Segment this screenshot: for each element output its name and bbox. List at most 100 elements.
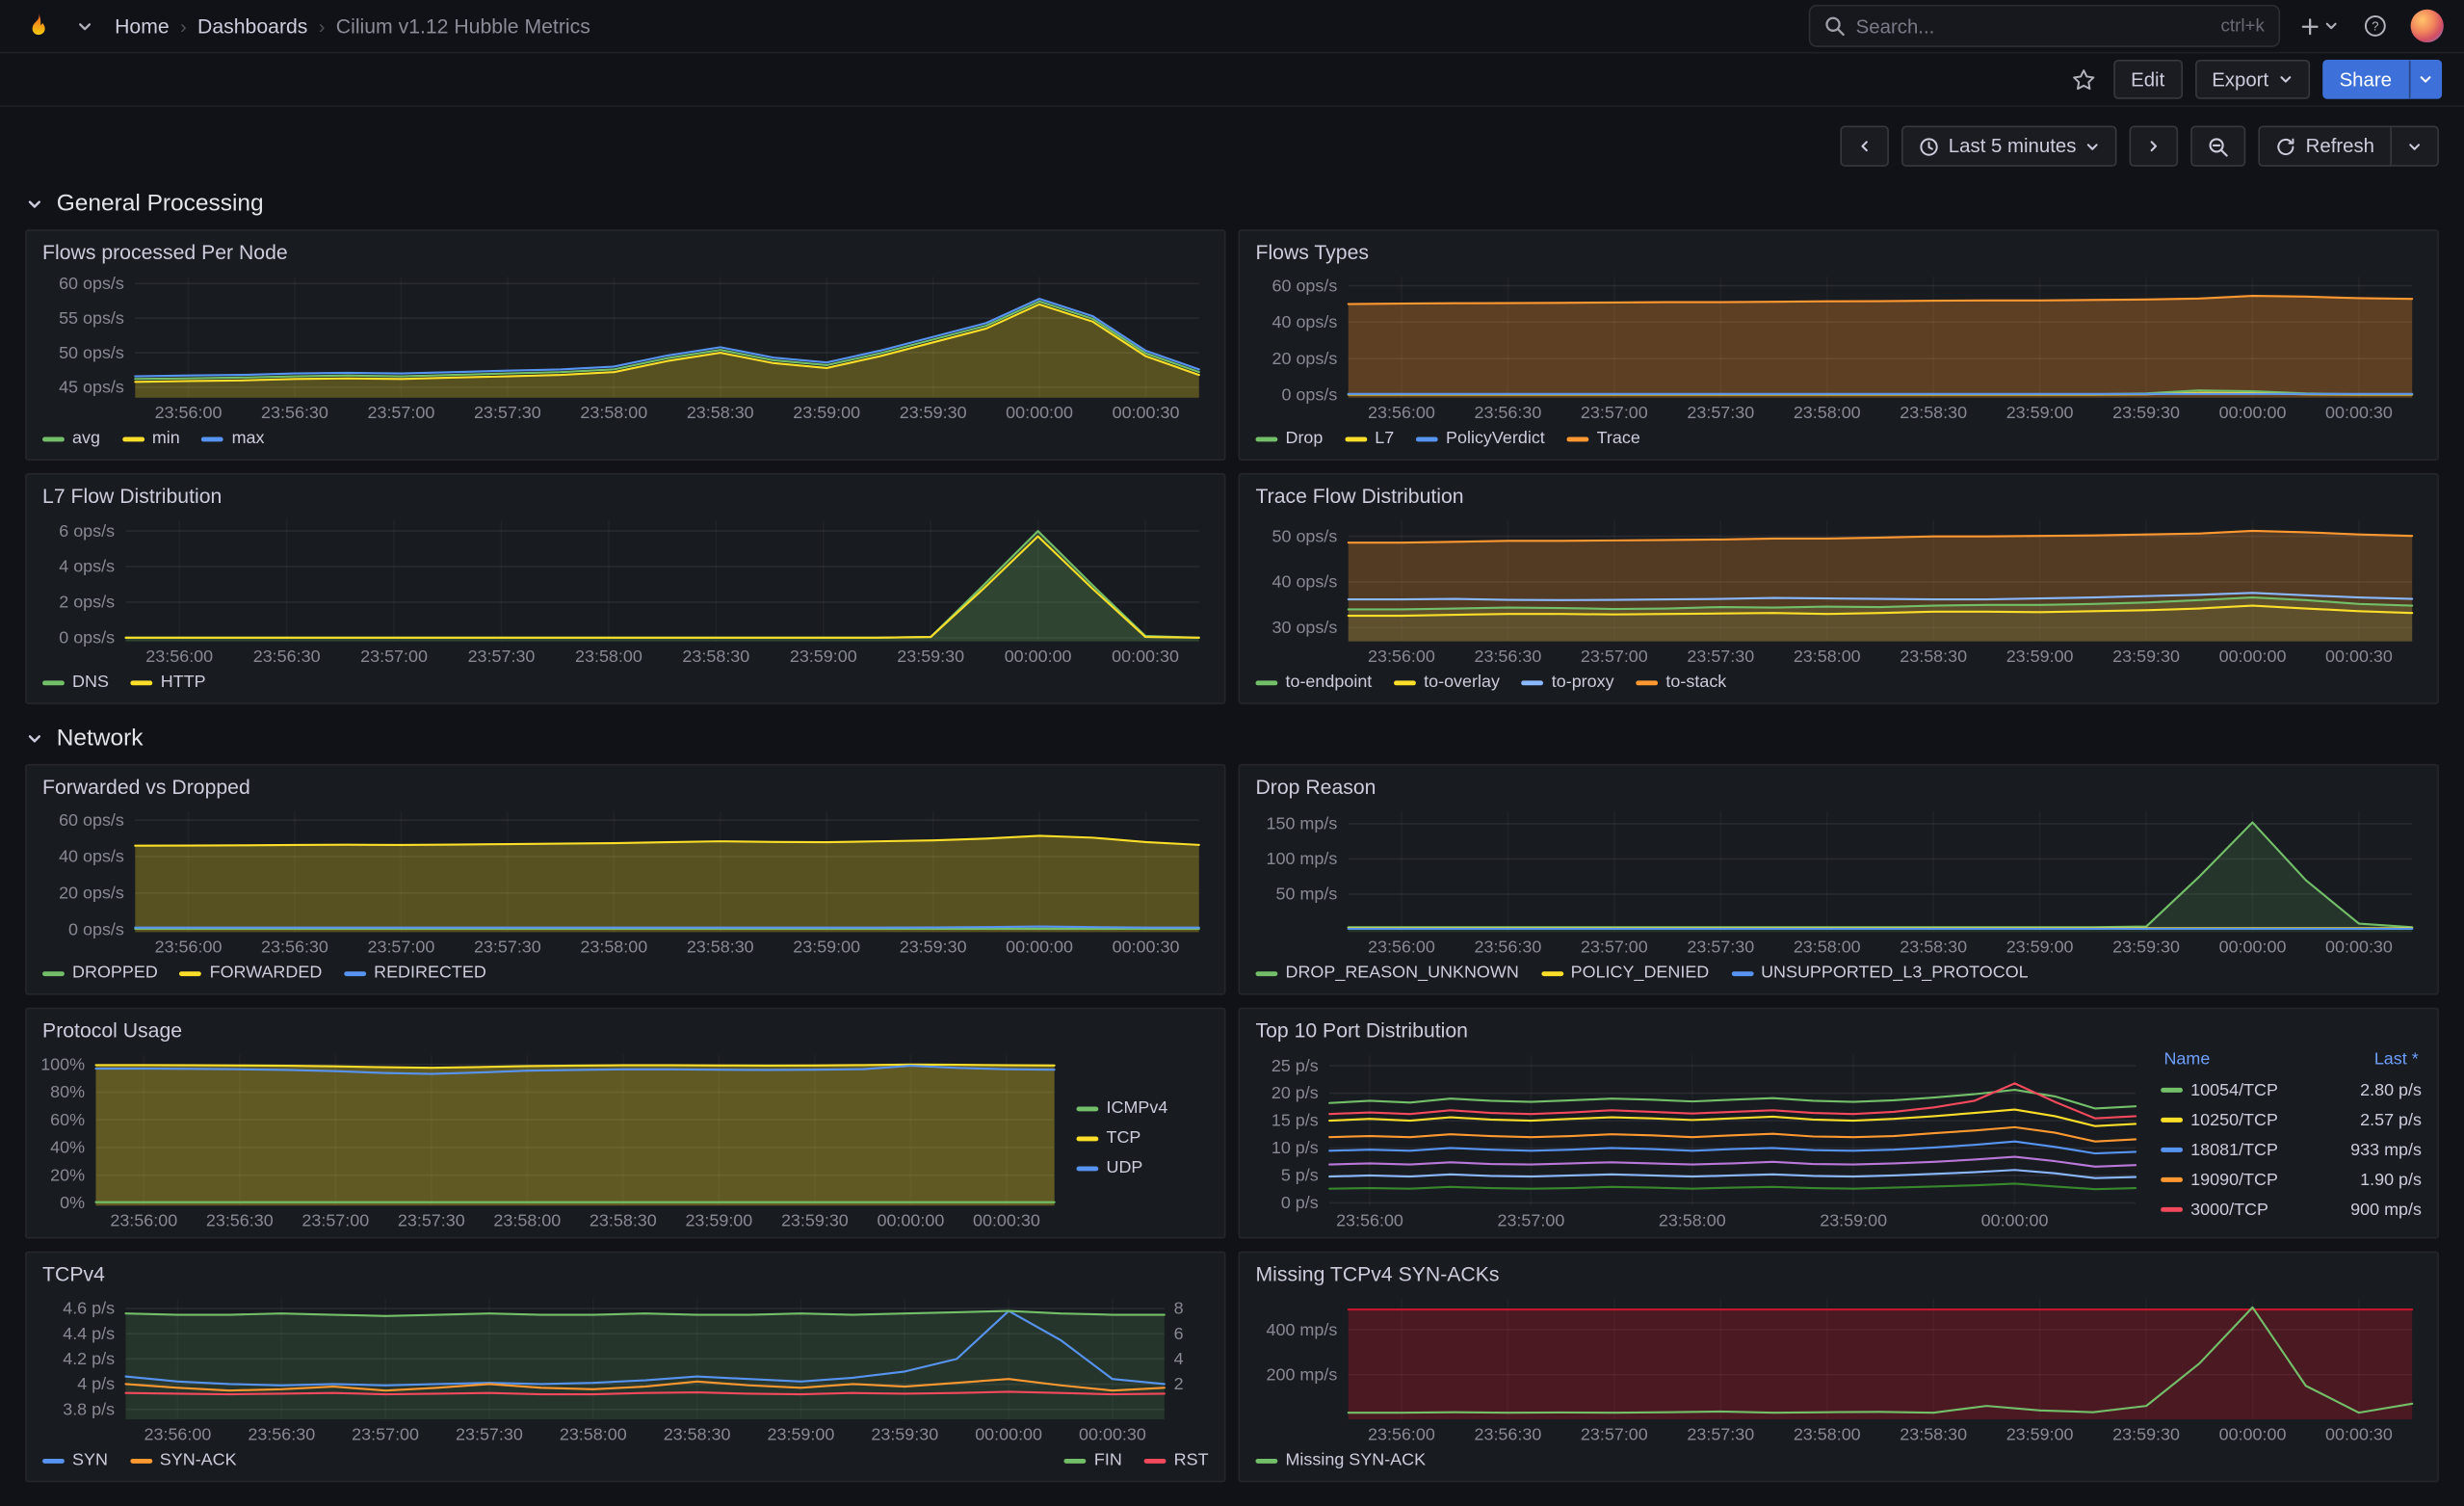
legend-item[interactable]: FORWARDED <box>179 964 322 983</box>
panel-title[interactable]: L7 Flow Distribution <box>42 484 223 508</box>
svg-text:23:56:30: 23:56:30 <box>1474 938 1541 957</box>
legend-item[interactable]: SYN-ACK <box>129 1451 237 1469</box>
legend-item[interactable]: RST <box>1143 1451 1209 1469</box>
breadcrumb-dashboards[interactable]: Dashboards <box>197 13 308 39</box>
chart[interactable]: 0 ops/s 20 ops/s 40 ops/s 60 ops/s 23:56:00 2… <box>1252 267 2425 423</box>
legend-label: max <box>231 429 265 448</box>
breadcrumb-current[interactable]: Cilium v1.12 Hubble Metrics <box>335 13 590 39</box>
legend-item[interactable]: to-overlay <box>1394 673 1500 692</box>
org-chevron-icon[interactable] <box>67 6 102 46</box>
panel-title[interactable]: Protocol Usage <box>42 1018 183 1043</box>
panel-title[interactable]: Flows processed Per Node <box>42 240 288 265</box>
grafana-logo[interactable] <box>20 6 55 46</box>
legend-item[interactable]: REDIRECTED <box>344 964 486 983</box>
legend-item[interactable]: Drop <box>1255 429 1323 448</box>
legend-table-header-name[interactable]: Name <box>2163 1049 2211 1070</box>
share-button[interactable]: Share <box>2321 59 2409 99</box>
legend-item[interactable]: to-stack <box>1636 673 1726 692</box>
panel-title[interactable]: Flows Types <box>1255 240 1369 265</box>
chart[interactable]: 200 mp/s 400 mp/s 23:56:00 23:56:30 23:57:00… <box>1252 1289 2425 1445</box>
breadcrumb-home[interactable]: Home <box>115 13 170 39</box>
legend-label: Missing SYN-ACK <box>1285 1450 1427 1470</box>
new-menu-button[interactable] <box>2299 6 2339 46</box>
svg-text:00:00:00: 00:00:00 <box>1005 647 1072 666</box>
time-shift-forward-button[interactable] <box>2129 125 2179 167</box>
section-chevron-icon <box>25 728 44 748</box>
panel-title[interactable]: Missing TCPv4 SYN-ACKs <box>1255 1262 1500 1286</box>
chart[interactable]: 50 mp/s 100 mp/s 150 mp/s 23:56:00 23:56:30 2… <box>1252 802 2425 958</box>
chart[interactable]: 45 ops/s 50 ops/s 55 ops/s 60 ops/s 23:56:00… <box>39 267 1212 423</box>
export-button[interactable]: Export <box>2194 59 2310 99</box>
legend-item[interactable]: FIN <box>1063 1451 1122 1469</box>
legend-table-row[interactable]: 18081/TCP 933 mp/s <box>2161 1135 2422 1165</box>
chart[interactable]: 3.8 p/s 4 p/s 4.2 p/s 4.4 p/s 4.6 p/s 2 4 6 8 23:… <box>39 1289 1212 1445</box>
legend-item[interactable]: DNS <box>42 673 109 692</box>
chart[interactable]: 0% 20% 40% 60% 80% 100% 23:56:00 23:56:30 23:57:… <box>39 1045 1067 1231</box>
legend-label: DROP_REASON_UNKNOWN <box>1285 964 1519 983</box>
help-icon[interactable]: ? <box>2357 6 2392 46</box>
search-input[interactable]: Search... ctrl+k <box>1808 4 2281 47</box>
time-shift-back-button[interactable] <box>1840 125 1889 167</box>
panel-title[interactable]: Top 10 Port Distribution <box>1255 1018 1468 1043</box>
legend-item[interactable]: ICMPv4 <box>1076 1098 1212 1118</box>
legend-item[interactable]: UNSUPPORTED_L3_PROTOCOL <box>1731 964 2029 983</box>
share-menu-button[interactable] <box>2408 59 2443 99</box>
legend-item[interactable]: to-endpoint <box>1255 673 1372 692</box>
legend-item[interactable]: to-proxy <box>1521 673 1614 692</box>
legend-item[interactable]: HTTP <box>130 673 206 692</box>
user-avatar[interactable] <box>2410 9 2444 43</box>
panel-title[interactable]: TCPv4 <box>42 1262 105 1286</box>
svg-text:23:58:00: 23:58:00 <box>493 1210 561 1229</box>
svg-text:60 ops/s: 60 ops/s <box>59 274 124 293</box>
svg-text:00:00:00: 00:00:00 <box>2219 403 2287 422</box>
edit-button[interactable]: Edit <box>2113 59 2183 99</box>
refresh-interval-button[interactable] <box>2391 125 2439 167</box>
panel-title[interactable]: Trace Flow Distribution <box>1255 484 1464 508</box>
svg-text:23:56:00: 23:56:00 <box>155 403 223 422</box>
legend-table-row[interactable]: 10054/TCP 2.80 p/s <box>2161 1075 2422 1105</box>
legend-table-header-last[interactable]: Last * <box>2373 1049 2419 1070</box>
chart[interactable]: 0 ops/s 20 ops/s 40 ops/s 60 ops/s 23:56:00 2… <box>39 802 1212 958</box>
section-header[interactable]: Network <box>25 725 2439 752</box>
legend-item[interactable]: min <box>121 429 180 448</box>
svg-text:2 ops/s: 2 ops/s <box>59 593 115 612</box>
svg-text:4.2 p/s: 4.2 p/s <box>63 1349 115 1368</box>
series-color-mark <box>1394 679 1416 685</box>
legend-item[interactable]: DROPPED <box>42 964 158 983</box>
legend-item[interactable]: Missing SYN-ACK <box>1255 1450 1427 1470</box>
svg-text:23:56:00: 23:56:00 <box>1368 1424 1435 1443</box>
svg-text:23:57:00: 23:57:00 <box>1581 938 1648 957</box>
refresh-button[interactable]: Refresh <box>2258 125 2392 167</box>
legend-item[interactable]: PolicyVerdict <box>1416 429 1545 448</box>
legend-item[interactable]: max <box>201 429 265 448</box>
svg-text:60%: 60% <box>50 1110 85 1129</box>
svg-text:23:58:30: 23:58:30 <box>687 403 754 422</box>
zoom-out-button[interactable] <box>2190 125 2246 167</box>
legend-item[interactable]: avg <box>42 429 100 448</box>
legend-table-row[interactable]: 3000/TCP 900 mp/s <box>2161 1195 2422 1225</box>
series-color-mark <box>1566 436 1589 441</box>
section-header[interactable]: General Processing <box>25 190 2439 217</box>
svg-text:23:59:00: 23:59:00 <box>2006 403 2074 422</box>
legend-item[interactable]: L7 <box>1345 429 1394 448</box>
series-color-mark <box>1255 970 1278 976</box>
legend-item[interactable]: POLICY_DENIED <box>1540 964 1709 983</box>
svg-text:23:56:30: 23:56:30 <box>248 1424 315 1443</box>
svg-text:23:56:00: 23:56:00 <box>144 1424 212 1443</box>
panel-title[interactable]: Forwarded vs Dropped <box>42 775 250 799</box>
chart[interactable]: 30 ops/s 40 ops/s 50 ops/s 23:56:00 23:56:30… <box>1252 511 2425 667</box>
legend-item[interactable]: UDP <box>1076 1158 1212 1177</box>
star-icon[interactable] <box>2066 59 2101 99</box>
legend-item[interactable]: TCP <box>1076 1128 1212 1148</box>
chart[interactable]: 0 p/s 5 p/s 10 p/s 15 p/s 20 p/s 25 p/s 23:56:… <box>1252 1045 2148 1231</box>
time-range-picker[interactable]: Last 5 minutes <box>1900 125 2117 167</box>
panel-title[interactable]: Drop Reason <box>1255 775 1376 799</box>
legend-item[interactable]: Trace <box>1566 429 1640 448</box>
chart[interactable]: 0 ops/s 2 ops/s 4 ops/s 6 ops/s 23:56:00 23:5… <box>39 511 1212 667</box>
legend-table-row[interactable]: 10250/TCP 2.57 p/s <box>2161 1105 2422 1135</box>
legend-item[interactable]: DROP_REASON_UNKNOWN <box>1255 964 1519 983</box>
legend-item[interactable]: SYN <box>42 1451 108 1469</box>
svg-text:23:57:30: 23:57:30 <box>468 647 536 666</box>
panel: Protocol Usage 0% 20% 40% 60% 80% 100% 23:56:00… <box>25 1007 1226 1239</box>
legend-table-row[interactable]: 19090/TCP 1.90 p/s <box>2161 1165 2422 1195</box>
